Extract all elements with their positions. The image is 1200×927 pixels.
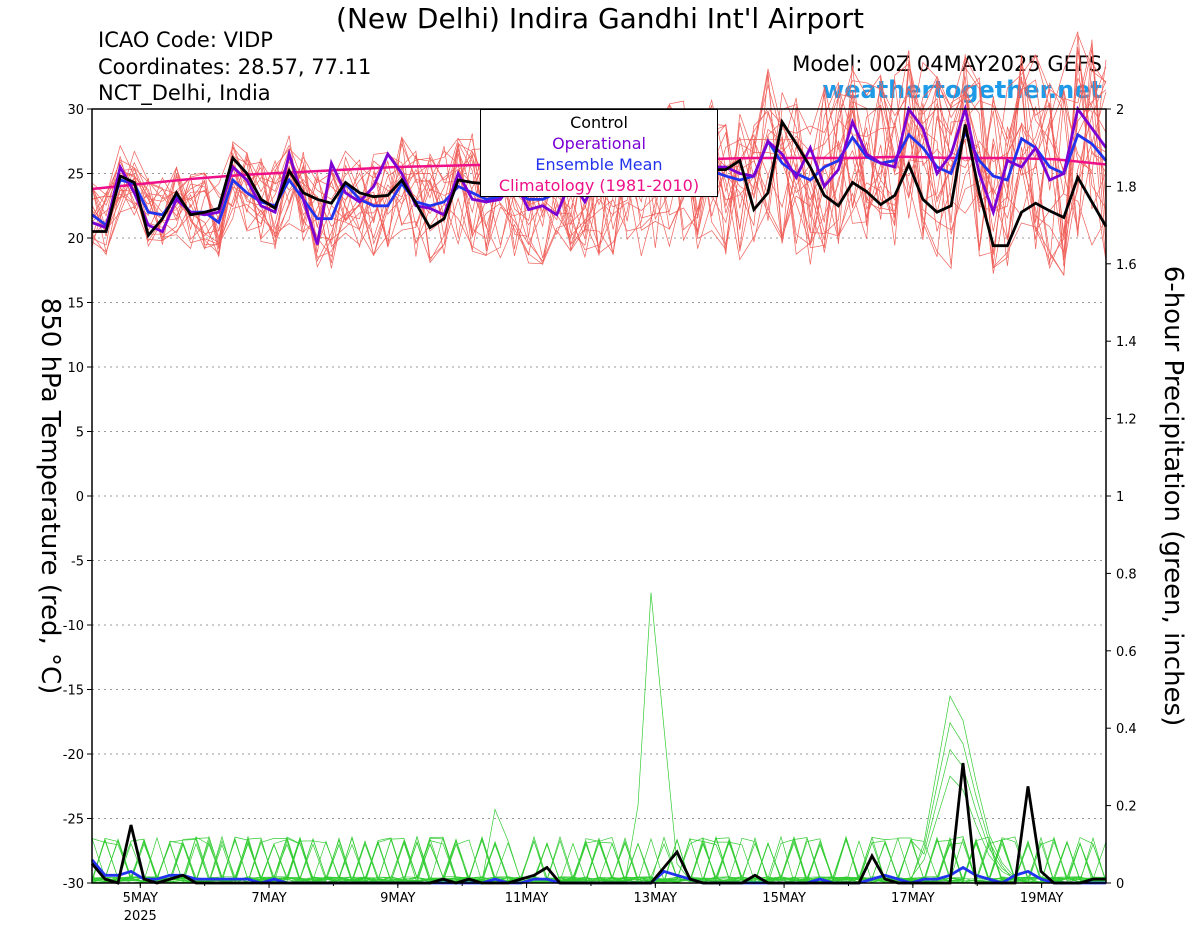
y2-axis-label: 6-hour Precipitation (green, inches): [1158, 266, 1188, 726]
precip-member-line: [91, 748, 1107, 884]
y2-tick-label: 0.4: [1116, 722, 1137, 737]
y-tick-label: 10: [67, 361, 84, 376]
x-tick-year: 2025: [124, 909, 157, 924]
x-tick-label: 9MAY: [380, 891, 415, 906]
region-name: NCT_Delhi, India: [98, 81, 271, 105]
x-tick-label: 17MAY: [891, 891, 935, 906]
x-tick-label: 15MAY: [762, 891, 806, 906]
temp-member-line: [91, 34, 1107, 277]
y-tick-label: -10: [63, 619, 84, 634]
y-tick-label: 30: [67, 103, 84, 118]
temp-member-line: [91, 59, 1107, 261]
y-tick-label: -5: [71, 555, 84, 570]
y-tick-label: -25: [63, 813, 84, 828]
coordinates: Coordinates: 28.57, 77.11: [98, 55, 372, 79]
x-tick-label: 11MAY: [505, 891, 549, 906]
left-axis-ticks: 30 25 20 15 10 5 0 -5 -10 -15 -20 -25 -30: [63, 103, 92, 892]
y2-tick-label: 1.8: [1116, 180, 1137, 195]
y-tick-label: -30: [63, 877, 84, 892]
temp-member-line: [91, 69, 1107, 260]
y2-tick-label: 0.6: [1116, 645, 1137, 660]
y2-tick-label: 0.8: [1116, 567, 1137, 582]
y-tick-label: 0: [76, 490, 84, 505]
page-title: (New Delhi) Indira Gandhi Int'l Airport: [336, 2, 864, 35]
control-precip-line: [90, 762, 1106, 885]
x-tick-label: 5MAY: [123, 891, 158, 906]
y-tick-label: 5: [76, 426, 84, 441]
y2-tick-label: 0.2: [1116, 800, 1137, 815]
y2-tick-label: 1.6: [1116, 258, 1137, 273]
x-tick-label: 7MAY: [251, 891, 286, 906]
legend-climatology: Climatology (1981-2010): [498, 176, 700, 195]
right-axis-ticks: 2 1.8 1.6 1.4 1.2 1 0.8 0.6 0.4 0.2 0: [1106, 103, 1137, 892]
temp-member-line: [91, 63, 1107, 270]
y2-tick-label: 1: [1116, 490, 1124, 505]
y-tick-label: 15: [67, 297, 84, 312]
model-run: Model: 00Z 04MAY2025 GEFS: [792, 52, 1102, 76]
y2-tick-label: 2: [1116, 103, 1124, 118]
grid-lines: [92, 173, 1106, 819]
y-tick-label: -20: [63, 748, 84, 763]
y2-tick-label: 1.2: [1116, 413, 1137, 428]
x-tick-label: 13MAY: [634, 891, 678, 906]
legend-control: Control: [570, 113, 628, 132]
legend-ensemble-mean: Ensemble Mean: [535, 155, 663, 174]
temp-member-line: [91, 39, 1107, 270]
y2-tick-label: 1.4: [1116, 335, 1137, 350]
y-axis-label: 850 hPa Temperature (red, °C): [35, 298, 65, 695]
x-tick-label: 19MAY: [1020, 891, 1064, 906]
y-tick-label: 20: [67, 232, 84, 247]
y-tick-label: -15: [63, 684, 84, 699]
x-axis-ticks: 5MAY 2025 7MAY 9MAY 11MAY 13MAY 15MAY 17MAY 19MA…: [123, 883, 1064, 924]
temp-member-line: [91, 80, 1107, 255]
legend: Control Operational Ensemble Mean Climat…: [480, 109, 718, 197]
y-tick-label: 25: [67, 168, 84, 183]
legend-operational: Operational: [552, 134, 646, 153]
icao-code: ICAO Code: VIDP: [98, 28, 273, 52]
y2-tick-label: 0: [1116, 877, 1124, 892]
